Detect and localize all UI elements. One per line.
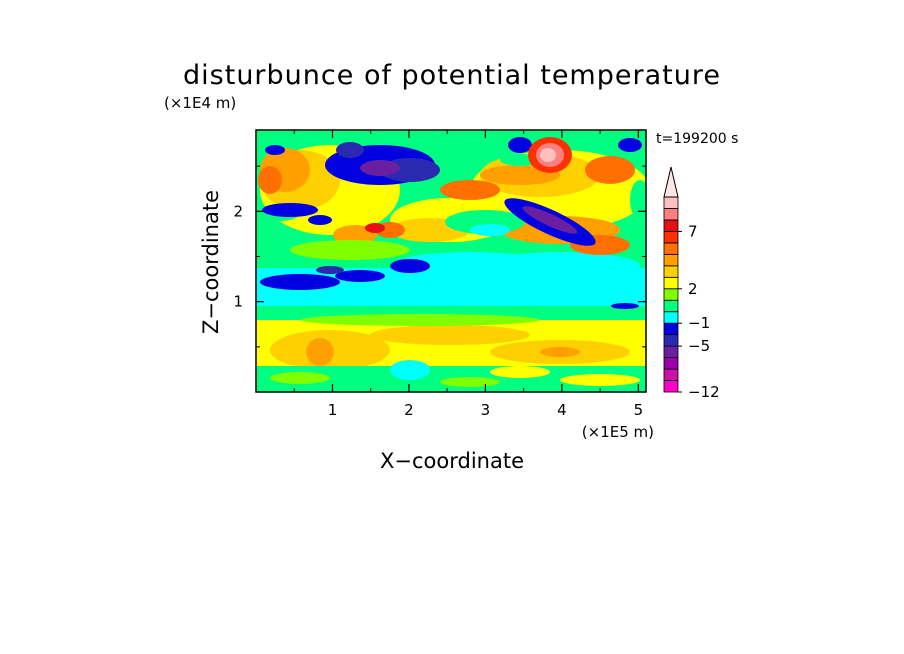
colorbar-extend-arrow [663,166,679,198]
colorbar-segment-4 [663,334,679,347]
colorbar-segment-12 [663,242,679,255]
y-unit-label: (×1E4 m) [164,94,236,112]
x-tick-label: 2 [404,401,414,419]
colorbar-label: −5 [688,337,710,355]
contour-field [256,130,646,392]
colorbar-segment-13 [663,231,679,244]
colorbar-segment-9 [663,276,679,290]
colorbar-segment-5 [663,322,679,336]
colorbar-segment-15 [663,208,679,221]
axes: 1 2 3 4 5 1 2 [233,130,646,419]
colorbar-label: −1 [688,314,710,332]
colorbar-segment-1 [663,368,679,381]
colorbar-segment-7 [663,299,679,313]
x-tick-label: 4 [557,401,567,419]
colorbar-segment-6 [663,311,679,324]
colorbar-segment-11 [663,253,679,267]
colorbar: −12−5−127 [663,166,720,401]
x-axis-label: X−coordinate [380,449,524,473]
chart-title: disturbunce of potential temperature [183,60,721,91]
plot-frame [255,129,647,393]
colorbar-label: 7 [688,222,698,240]
x-tick-label: 3 [481,401,491,419]
colorbar-label: −12 [688,383,720,401]
colorbar-segment-2 [663,357,679,370]
y-tick-label: 1 [233,293,243,311]
colorbar-segment-16 [663,196,679,209]
colorbar-segment-0 [663,380,679,393]
colorbar-segment-14 [663,219,679,232]
colorbar-segment-8 [663,288,679,301]
x-unit-label: (×1E5 m) [582,423,654,441]
colorbar-label: 2 [688,280,698,298]
time-label: t=199200 s [656,131,738,147]
y-tick-label: 2 [233,202,243,220]
y-axis-label: Z−coordinate [199,190,223,334]
colorbar-segment-10 [663,265,679,278]
x-tick-label: 5 [634,401,644,419]
x-tick-label: 1 [328,401,338,419]
colorbar-segment-3 [663,345,679,358]
